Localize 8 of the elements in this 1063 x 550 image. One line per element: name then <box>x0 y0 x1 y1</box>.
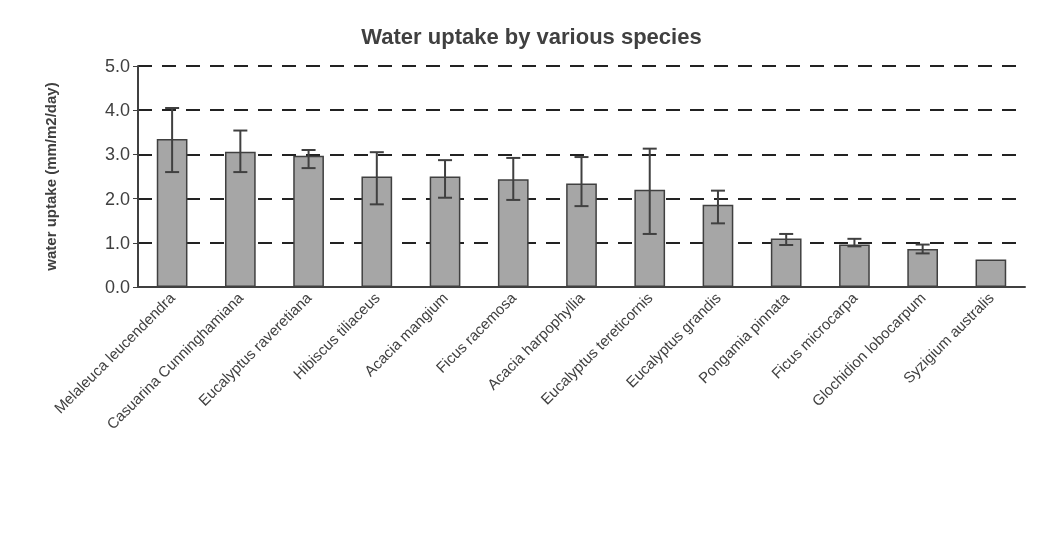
y-tick-label: 2.0 <box>104 188 130 209</box>
y-tick-label: 4.0 <box>104 100 130 121</box>
y-axis-title: water uptake (mm/m2/day) <box>42 82 59 272</box>
chart-title: Water uptake by various species <box>361 23 702 49</box>
y-tick-label: 0.0 <box>104 277 130 297</box>
y-tick-label: 1.0 <box>104 232 130 253</box>
y-tick-label: 3.0 <box>104 144 130 165</box>
y-tick-label: 5.0 <box>104 56 130 76</box>
